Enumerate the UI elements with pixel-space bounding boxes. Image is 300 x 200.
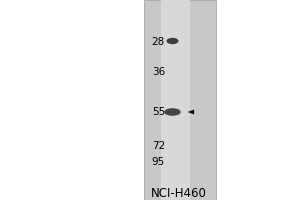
Bar [144,0,216,200]
Text: 95: 95 [152,157,165,167]
Polygon shape [188,110,194,114]
Bar [161,0,190,200]
Text: 36: 36 [152,67,165,77]
Ellipse shape [164,108,181,116]
Text: NCI-H460: NCI-H460 [151,187,206,200]
Text: 28: 28 [152,37,165,47]
Text: 55: 55 [152,107,165,117]
Ellipse shape [167,38,178,44]
Text: 72: 72 [152,141,165,151]
